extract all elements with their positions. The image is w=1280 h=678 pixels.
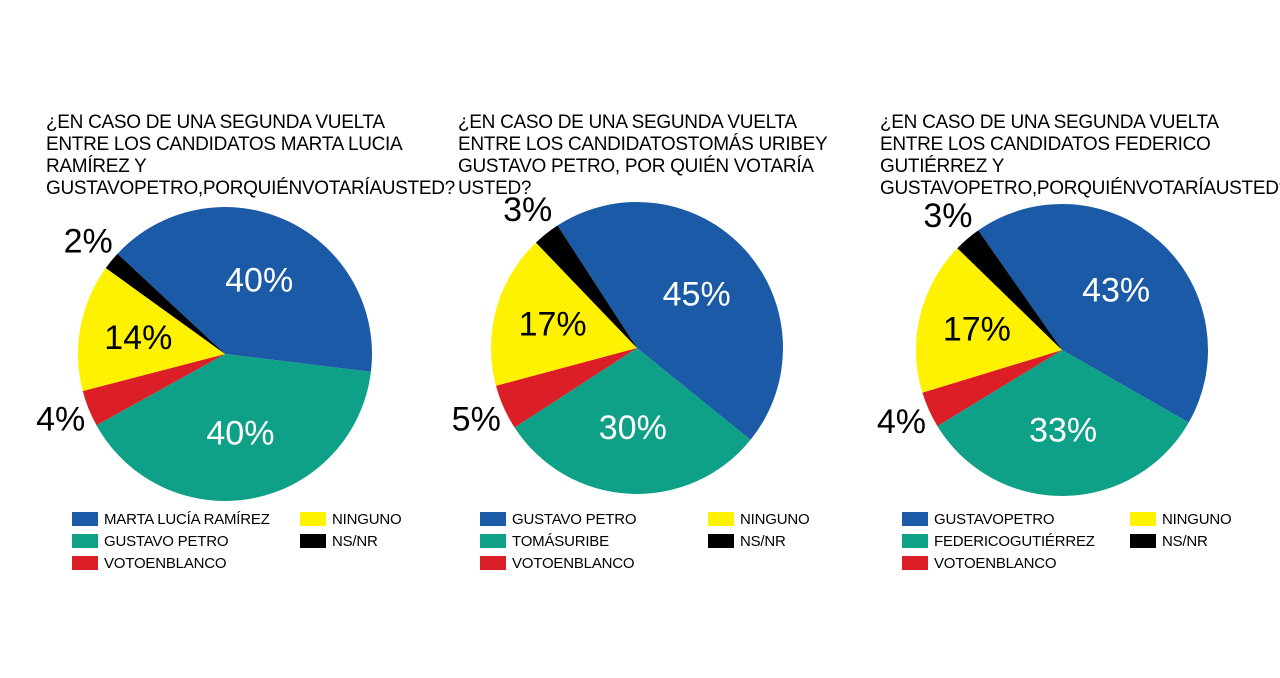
legend-item: FEDERICOGUTIÉRREZ	[902, 530, 1095, 552]
pie-slice-ns-nr	[957, 230, 1062, 350]
data-label-marta-lucia-ramirez: 40%	[225, 262, 293, 300]
pie-slice-votoenblanco	[82, 354, 225, 426]
legend-item: NS/NR	[1130, 530, 1208, 552]
legend-swatch	[480, 512, 506, 526]
pie-slice-ns-nr	[535, 225, 637, 348]
legend: GUSTAVO PETRO TOMÁSURIBE VOTOENBLANCO NI…	[480, 508, 840, 578]
data-label-gustavopetro: 43%	[1082, 272, 1150, 310]
legend-label: VOTOENBLANCO	[934, 554, 1057, 572]
legend-swatch	[300, 512, 326, 526]
legend-swatch	[1130, 512, 1156, 526]
legend-swatch	[708, 534, 734, 548]
legend-label: NINGUNO	[1162, 510, 1232, 528]
legend-label: NINGUNO	[740, 510, 810, 528]
data-label-ns-nr: 3%	[503, 191, 552, 229]
data-label-ninguno: 14%	[104, 319, 172, 357]
legend-item: NINGUNO	[1130, 508, 1232, 530]
legend-label: FEDERICOGUTIÉRREZ	[934, 532, 1095, 550]
data-label-votoenblanco: 4%	[877, 403, 926, 441]
legend-label: NS/NR	[1162, 532, 1208, 550]
pie-slice-marta-lucia-ramirez	[117, 207, 373, 372]
pie-slice-tomasuribe	[514, 348, 751, 495]
legend-label: GUSTAVOPETRO	[934, 510, 1055, 528]
legend-swatch	[72, 534, 98, 548]
chart-title: ¿EN CASO DE UNA SEGUNDA VUELTA ENTRE LOS…	[458, 112, 828, 199]
legend-swatch	[902, 512, 928, 526]
legend-label: VOTOENBLANCO	[104, 554, 227, 572]
pie-slice-votoenblanco	[495, 348, 637, 428]
legend-item: TOMÁSURIBE	[480, 530, 609, 552]
pie-chart: 40% 40% 4% 14% 2%	[36, 207, 373, 502]
legend-swatch	[902, 534, 928, 548]
legend-item: VOTOENBLANCO	[480, 552, 635, 574]
chart-uribe-vs-petro: ¿EN CASO DE UNA SEGUNDA VUELTA ENTRE LOS…	[452, 0, 874, 678]
legend-swatch	[72, 512, 98, 526]
legend-label: VOTOENBLANCO	[512, 554, 635, 572]
data-label-ninguno: 17%	[943, 310, 1011, 348]
data-label-votoenblanco: 5%	[452, 401, 501, 439]
legend-label: GUSTAVO PETRO	[104, 532, 229, 550]
data-label-federicogutierrez: 33%	[1029, 411, 1097, 449]
legend-label: TOMÁSURIBE	[512, 532, 609, 550]
pie-slice-ninguno	[916, 248, 1062, 393]
chart-gutierrez-vs-petro: ¿EN CASO DE UNA SEGUNDA VUELTA ENTRE LOS…	[876, 0, 1280, 678]
pie-chart: 43% 33% 4% 17% 3%	[877, 197, 1208, 496]
pie-slice-gustavopetro	[978, 204, 1208, 423]
data-label-tomasuribe: 30%	[599, 409, 667, 447]
pie-slice-gustavo-petro	[96, 354, 371, 502]
data-label-ns-nr: 2%	[64, 223, 113, 261]
data-label-ns-nr: 3%	[923, 197, 972, 235]
legend-label: MARTA LUCÍA RAMÍREZ	[104, 510, 270, 528]
legend-swatch	[1130, 534, 1156, 548]
pie-slice-ninguno	[78, 268, 225, 392]
legend-swatch	[902, 556, 928, 570]
chart-title: ¿EN CASO DE UNA SEGUNDA VUELTA ENTRE LOS…	[46, 112, 455, 199]
pie-chart: 45% 30% 5% 17% 3%	[452, 191, 783, 495]
data-label-ninguno: 17%	[519, 305, 587, 343]
legend-label: GUSTAVO PETRO	[512, 510, 637, 528]
legend-label: NS/NR	[740, 532, 786, 550]
legend-item: NS/NR	[708, 530, 786, 552]
chart-marta-vs-petro: ¿EN CASO DE UNA SEGUNDA VUELTA ENTRE LOS…	[36, 0, 462, 678]
legend-item: MARTA LUCÍA RAMÍREZ	[72, 508, 270, 530]
legend-item: NS/NR	[300, 530, 378, 552]
legend-item: VOTOENBLANCO	[72, 552, 227, 574]
legend-swatch	[708, 512, 734, 526]
legend-label: NS/NR	[332, 532, 378, 550]
legend-swatch	[480, 556, 506, 570]
legend-swatch	[300, 534, 326, 548]
pie-slice-gustavo-petro	[557, 202, 783, 440]
legend-item: NINGUNO	[300, 508, 402, 530]
chart-title: ¿EN CASO DE UNA SEGUNDA VUELTA ENTRE LOS…	[880, 112, 1280, 199]
pie-slice-ninguno	[491, 242, 637, 386]
legend-item: GUSTAVO PETRO	[480, 508, 637, 530]
legend-item: NINGUNO	[708, 508, 810, 530]
data-label-gustavo-petro: 40%	[206, 414, 274, 452]
legend-item: VOTOENBLANCO	[902, 552, 1057, 574]
legend-swatch	[72, 556, 98, 570]
legend: MARTA LUCÍA RAMÍREZ GUSTAVO PETRO VOTOEN…	[72, 508, 432, 578]
legend: GUSTAVOPETRO FEDERICOGUTIÉRREZ VOTOENBLA…	[902, 508, 1262, 578]
legend-swatch	[480, 534, 506, 548]
pie-slice-votoenblanco	[922, 350, 1062, 427]
legend-item: GUSTAVOPETRO	[902, 508, 1055, 530]
legend-item: GUSTAVO PETRO	[72, 530, 229, 552]
pie-slice-ns-nr	[105, 253, 225, 354]
legend-label: NINGUNO	[332, 510, 402, 528]
data-label-votoenblanco: 4%	[36, 401, 85, 439]
data-label-gustavo-petro: 45%	[663, 275, 731, 313]
pie-slice-federicogutierrez	[937, 350, 1189, 496]
